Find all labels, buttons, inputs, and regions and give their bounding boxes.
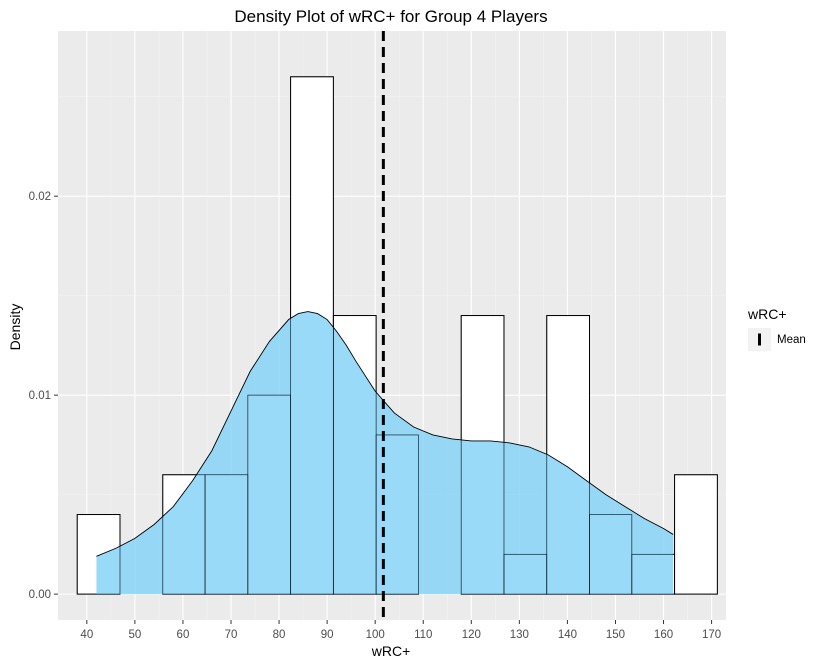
chart-title: Density Plot of wRC+ for Group 4 Players: [234, 7, 547, 26]
histogram-bar-outline: [460, 315, 505, 595]
x-tick-label: 140: [558, 629, 577, 641]
x-tick-label: 40: [80, 629, 93, 641]
histogram-bar-outline: [546, 315, 590, 595]
histogram-bar-outline: [76, 514, 121, 595]
histogram-bar-outline: [375, 434, 419, 595]
density-curve: [96, 311, 674, 557]
y-tick-label: 0.02: [29, 191, 51, 203]
x-tick-label: 80: [273, 629, 286, 641]
x-axis-title: wRC+: [371, 643, 411, 659]
x-axis: 40 50 60 70 80 90 100 110 120 130 140 150 160 170: [80, 620, 721, 641]
x-tick-label: 130: [510, 629, 529, 641]
x-tick-label: 70: [225, 629, 238, 641]
histogram-bar: [674, 474, 718, 595]
x-tick-label: 50: [128, 629, 141, 641]
legend-entry-mean: Mean: [777, 334, 806, 346]
x-tick-label: 150: [606, 629, 625, 641]
x-tick-label: 100: [366, 629, 385, 641]
x-tick-label: 160: [654, 629, 673, 641]
y-tick-label: 0.00: [29, 589, 51, 601]
x-tick-label: 110: [414, 629, 432, 641]
legend-title: wRC+: [747, 306, 787, 322]
legend: wRC+ Mean: [747, 306, 806, 351]
x-tick-label: 90: [321, 629, 334, 641]
y-tick-label: 0.01: [29, 390, 51, 402]
y-axis-title: Density: [7, 304, 23, 351]
x-tick-label: 60: [177, 629, 190, 641]
y-axis: 0.00 0.01 0.02: [29, 191, 58, 601]
histogram-bar-outline: [674, 474, 718, 595]
x-tick-label: 120: [462, 629, 481, 641]
x-tick-label: 170: [702, 629, 721, 641]
